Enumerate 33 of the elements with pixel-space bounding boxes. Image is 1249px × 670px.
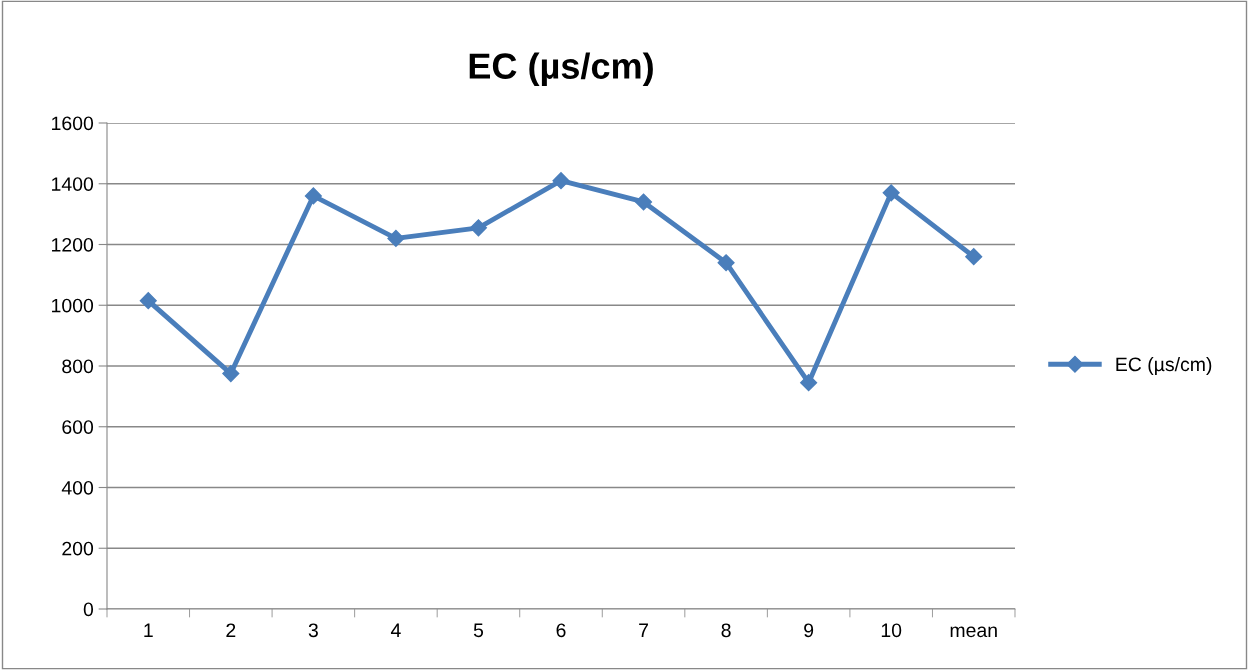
point [304, 187, 322, 205]
x-tick-label: 5 [473, 623, 484, 638]
chart-title: EC (µs/cm) [469, 52, 653, 87]
x-tick-label: 3 [308, 623, 318, 638]
point [965, 248, 983, 266]
y-tick-label: 200 [62, 541, 94, 556]
point [469, 219, 488, 237]
x-tick-label: 1 [144, 623, 153, 637]
point [882, 184, 900, 202]
y-tick-label: 1600 [52, 116, 94, 131]
point [139, 292, 157, 310]
point [800, 374, 818, 392]
x-tick-label: 6 [556, 623, 566, 638]
y-tick-label: 800 [62, 359, 94, 374]
x-tick-label: 2 [226, 623, 236, 637]
y-tick-label: 400 [61, 480, 94, 495]
x-tick-label: 8 [721, 623, 731, 638]
x-tick-label: 7 [639, 623, 648, 637]
point [222, 365, 240, 383]
y-tick-label: 1200 [52, 237, 94, 252]
point [717, 254, 735, 272]
x-tick-label: 9 [804, 623, 814, 638]
y-tick-label: 1400 [52, 177, 94, 191]
x-tick-label: 10 [881, 623, 902, 638]
point [387, 229, 405, 247]
y-tick-label: 600 [62, 420, 94, 434]
y-tick-label: 1000 [52, 298, 94, 313]
y-tick-label: 0 [83, 602, 94, 617]
x-tick-label: 4 [390, 623, 401, 637]
point [634, 193, 653, 211]
legend-label: EC (µs/cm) [1116, 356, 1212, 376]
point [552, 172, 570, 190]
x-tick-label: mean [950, 626, 997, 638]
